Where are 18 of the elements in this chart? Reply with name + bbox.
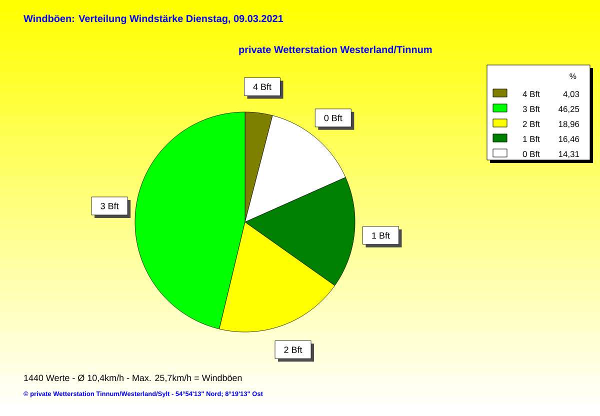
- data-label: 18,96: [558, 121, 580, 128]
- data-label: 4,03: [563, 91, 580, 98]
- data-label: 46,25: [558, 106, 580, 114]
- legend-label: 2 Bft: [522, 121, 540, 128]
- data-label: 16,46: [558, 136, 580, 144]
- slice-label: 3 Bft: [100, 202, 119, 210]
- slice-label: 1 Bft: [372, 232, 390, 239]
- legend-label: 0 Bft: [522, 151, 540, 158]
- chart-title: Windböen: Verteilung Windstärke Dienstag, 09.03.2021: [24, 15, 284, 24]
- slice-label: 4 Bft: [253, 84, 272, 90]
- legend-label: 4 Bft: [522, 91, 540, 98]
- data-label: 14,31: [558, 151, 580, 158]
- slice-label: 0 Bft: [324, 114, 342, 122]
- legend-label: 1 Bft: [523, 136, 540, 142]
- slice-label: 2 Bft: [284, 346, 302, 354]
- text: 1440 Werte - Ø 10,4km/h - Max. 25,7km/h = Windböen: [24, 374, 242, 382]
- chart-subtitle: private Wetterstation Westerland/Tinnum: [239, 46, 432, 56]
- legend-label: 3 Bft: [522, 106, 540, 112]
